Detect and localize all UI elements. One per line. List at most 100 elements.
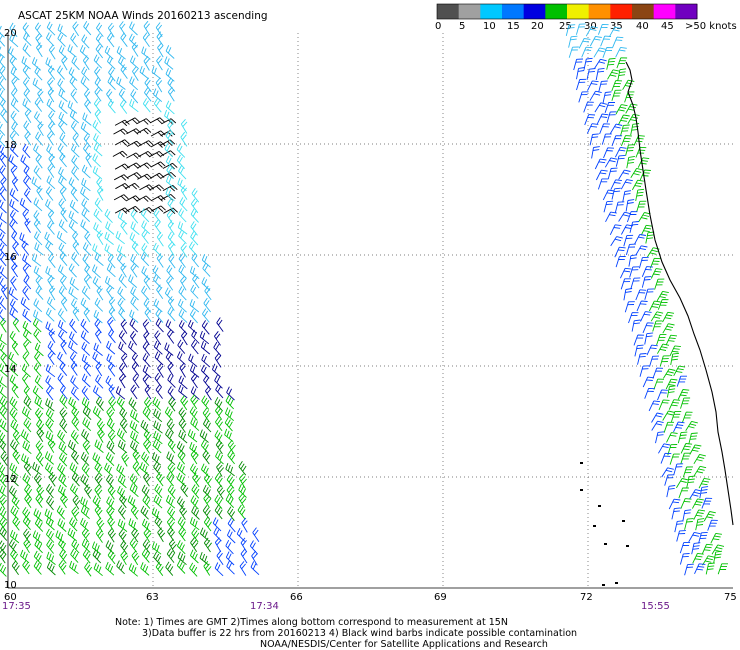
wind-barb [153,430,163,445]
wind-barb [132,373,140,389]
wind-barb [114,207,130,214]
wind-barb [9,33,19,48]
wind-barb [67,100,78,114]
wind-barb [45,516,55,531]
wind-barb [216,462,225,477]
wind-barb [12,516,21,531]
wind-barb [589,133,599,146]
wind-barb [241,517,248,533]
wind-barb [130,505,139,520]
wind-barb [80,297,90,312]
wind-barb [144,87,152,102]
wind-barb [23,175,31,190]
wind-barb [591,146,600,159]
wind-barb [190,231,199,246]
wind-barb [677,389,690,400]
wind-barb [10,548,19,564]
wind-barb [203,493,212,509]
wind-barb [677,431,688,444]
wind-barb [639,169,651,181]
wind-barb [93,342,103,356]
wind-barb [589,90,602,101]
wind-barb [46,175,56,190]
wind-barb [190,417,200,431]
wind-barb [156,55,163,71]
wind-barb [153,551,162,566]
wind-barb [583,57,593,70]
wind-barb [666,485,676,498]
wind-barb [80,318,89,334]
wind-barb [35,440,44,456]
wind-barb [606,111,617,123]
wind-barb [116,76,126,90]
wind-barb [0,275,6,291]
wind-barb [0,46,5,59]
wind-barb [22,98,32,112]
wind-barb [81,177,91,192]
wind-barb [119,21,126,36]
wind-barb [199,429,209,443]
wind-barb [625,103,638,114]
wind-barb [642,376,655,388]
wind-barb [35,153,43,169]
wind-barb [129,309,139,323]
wind-barb [634,234,646,245]
wind-barb [179,197,188,212]
wind-barb [21,406,31,421]
wind-barb [11,495,20,510]
wind-barb [166,472,175,487]
wind-barb [59,407,68,423]
wind-barb [0,132,6,147]
wind-barb [670,410,682,423]
wind-barb [58,100,68,114]
wind-barb [625,144,635,156]
wind-barb [658,399,670,411]
wind-barb [684,518,694,530]
wind-barb [150,195,166,202]
wind-barb [203,418,212,433]
wind-barb [10,275,17,291]
wind-barb [166,451,176,466]
wind-barb [167,506,176,521]
wind-barb [0,152,7,168]
wind-barb [142,364,152,379]
wind-barb [32,318,42,333]
wind-barb [120,220,128,235]
wind-barb [56,505,66,520]
wind-barb [225,493,235,509]
wind-barb [167,329,175,344]
wind-barb [0,121,6,136]
wind-barb [191,187,200,203]
wind-barb [22,473,31,488]
wind-barb [107,253,116,269]
wind-barb [82,242,92,257]
wind-barb [630,167,643,178]
map-title: ASCAT 25KM NOAA Winds 20160213 ascending [18,10,268,22]
wind-barb [94,504,103,520]
wind-barb [635,188,645,201]
wind-barb [679,542,691,554]
wind-barb [72,132,80,148]
wind-barb [157,363,164,378]
wind-barb [117,286,126,301]
wind-barb [682,466,694,478]
wind-barb [93,208,102,223]
wind-barb [181,330,188,346]
wind-barb [59,361,68,376]
wind-barb [154,483,163,499]
wind-barb [32,530,43,544]
wind-barb [104,208,113,224]
wind-barb [11,230,20,245]
wind-barb [164,109,174,124]
wind-barb [108,67,116,82]
wind-barb [34,97,43,112]
wind-barb [68,177,78,192]
wind-barb [625,243,636,256]
wind-barb [115,230,125,245]
wind-barb [47,438,56,453]
wind-barb [598,80,608,93]
wind-barb [45,199,54,213]
wind-barb [143,55,150,71]
wind-barb [93,309,103,324]
